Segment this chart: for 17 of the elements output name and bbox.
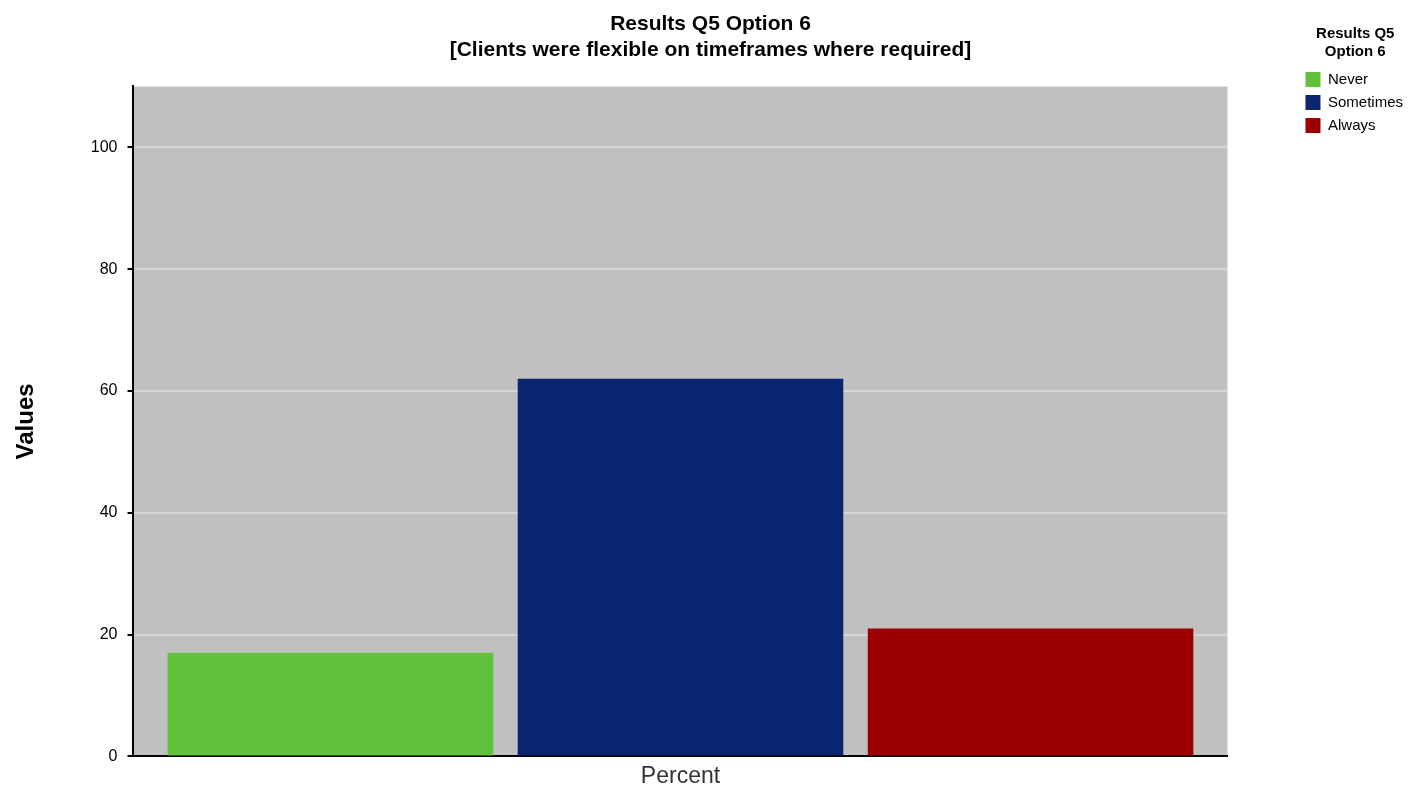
bar [867, 628, 1194, 756]
y-tick-label: 100 [90, 137, 118, 155]
y-axis-title: Values [11, 383, 39, 460]
legend-title: Results Q5 Option 6 [1316, 23, 1395, 59]
bar [517, 378, 844, 756]
chart-subtitle: [Clients were flexible on timeframes where required] [449, 36, 972, 60]
legend-label: Never [1327, 69, 1368, 87]
legend-label: Sometimes [1327, 92, 1404, 110]
y-tick-label: 40 [99, 503, 118, 521]
x-tick-label: Percent [640, 761, 721, 788]
legend-label: Always [1327, 115, 1376, 133]
y-tick-label: 80 [99, 259, 118, 277]
chart-title: Results Q5 Option 6 [610, 11, 811, 35]
y-tick-label: 60 [99, 381, 118, 399]
bar [167, 652, 494, 756]
y-tick-label: 0 [108, 746, 118, 764]
y-tick-label: 20 [99, 624, 118, 642]
